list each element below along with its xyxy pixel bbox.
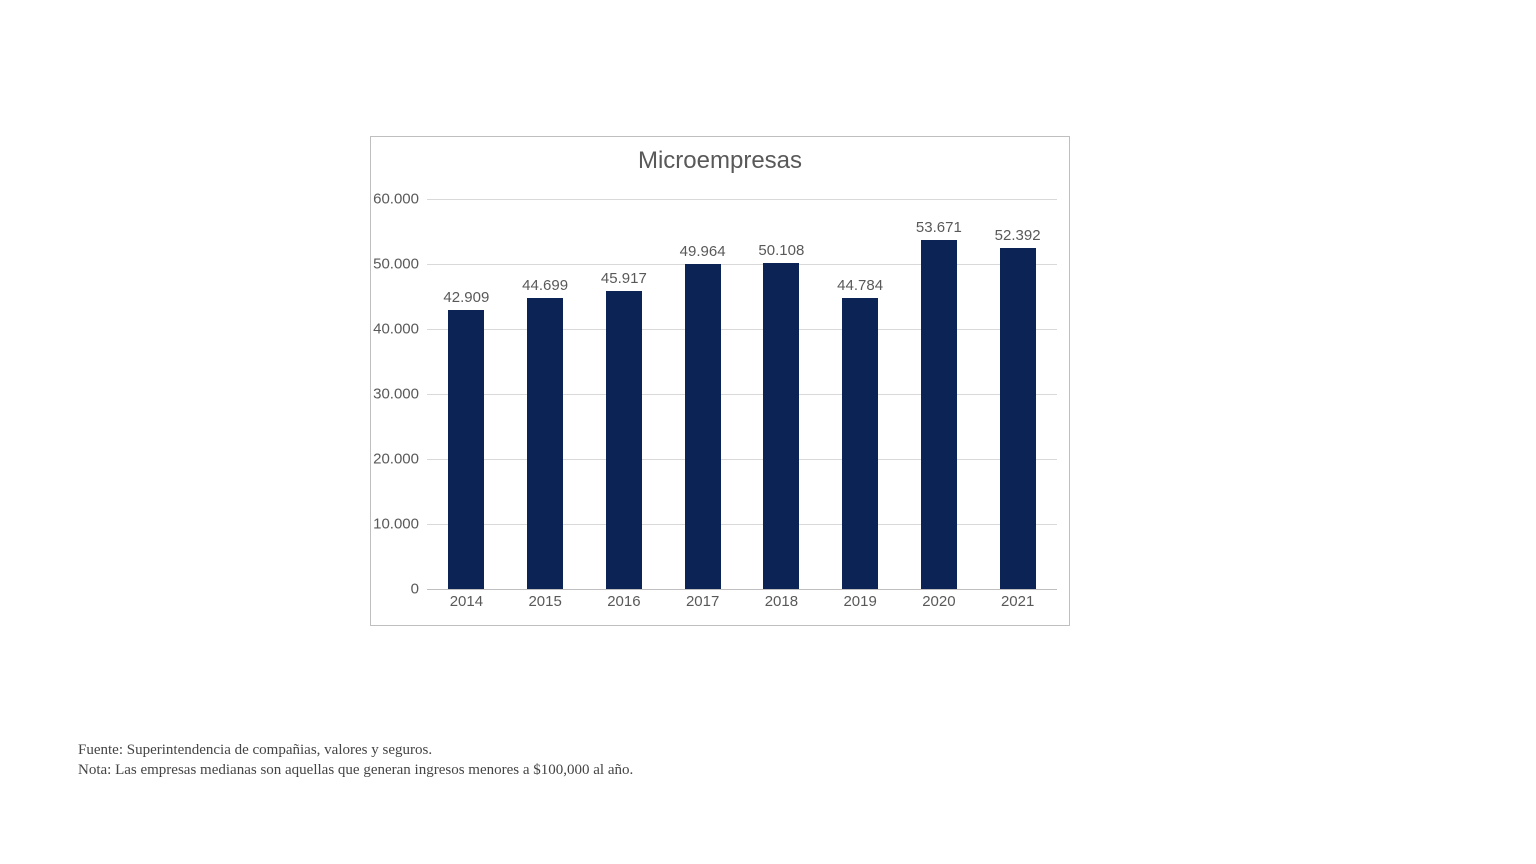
footnotes: Fuente: Superintendencia de compañias, v… [78, 740, 633, 781]
gridline [427, 394, 1057, 395]
x-tick-label: 2017 [663, 593, 743, 610]
bar-value-label: 42.909 [426, 289, 506, 306]
y-tick-label: 40.000 [371, 321, 419, 338]
plot-area: 010.00020.00030.00040.00050.00060.00042.… [427, 199, 1055, 587]
y-tick-label: 0 [371, 581, 419, 598]
gridline [427, 199, 1057, 200]
bar-value-label: 44.699 [505, 277, 585, 294]
x-tick-label: 2021 [978, 593, 1058, 610]
y-tick-label: 30.000 [371, 386, 419, 403]
y-tick-label: 20.000 [371, 451, 419, 468]
note-text: Nota: Las empresas medianas son aquellas… [78, 760, 633, 780]
bar-value-label: 49.964 [663, 243, 743, 260]
gridline [427, 589, 1057, 590]
y-tick-label: 50.000 [371, 256, 419, 273]
bar [842, 298, 878, 589]
bar [763, 263, 799, 589]
bar-value-label: 44.784 [820, 277, 900, 294]
gridline [427, 264, 1057, 265]
bar-value-label: 53.671 [899, 219, 979, 236]
x-tick-label: 2014 [426, 593, 506, 610]
chart-title: Microempresas [371, 147, 1069, 175]
bar-value-label: 52.392 [978, 227, 1058, 244]
bar [606, 291, 642, 589]
bar [685, 264, 721, 589]
bar-value-label: 50.108 [741, 242, 821, 259]
y-tick-label: 10.000 [371, 516, 419, 533]
gridline [427, 524, 1057, 525]
bar-value-label: 45.917 [584, 270, 664, 287]
bar [1000, 248, 1036, 589]
x-tick-label: 2019 [820, 593, 900, 610]
x-axis: 20142015201620172018201920202021 [427, 593, 1055, 617]
chart-container: Microempresas 010.00020.00030.00040.0005… [370, 136, 1070, 626]
bar [448, 310, 484, 589]
gridline [427, 459, 1057, 460]
x-tick-label: 2016 [584, 593, 664, 610]
bar [921, 240, 957, 589]
x-tick-label: 2020 [899, 593, 979, 610]
bar [527, 298, 563, 589]
page: Microempresas 010.00020.00030.00040.0005… [0, 0, 1536, 864]
x-tick-label: 2018 [741, 593, 821, 610]
y-tick-label: 60.000 [371, 191, 419, 208]
gridline [427, 329, 1057, 330]
source-text: Fuente: Superintendencia de compañias, v… [78, 740, 633, 760]
x-tick-label: 2015 [505, 593, 585, 610]
